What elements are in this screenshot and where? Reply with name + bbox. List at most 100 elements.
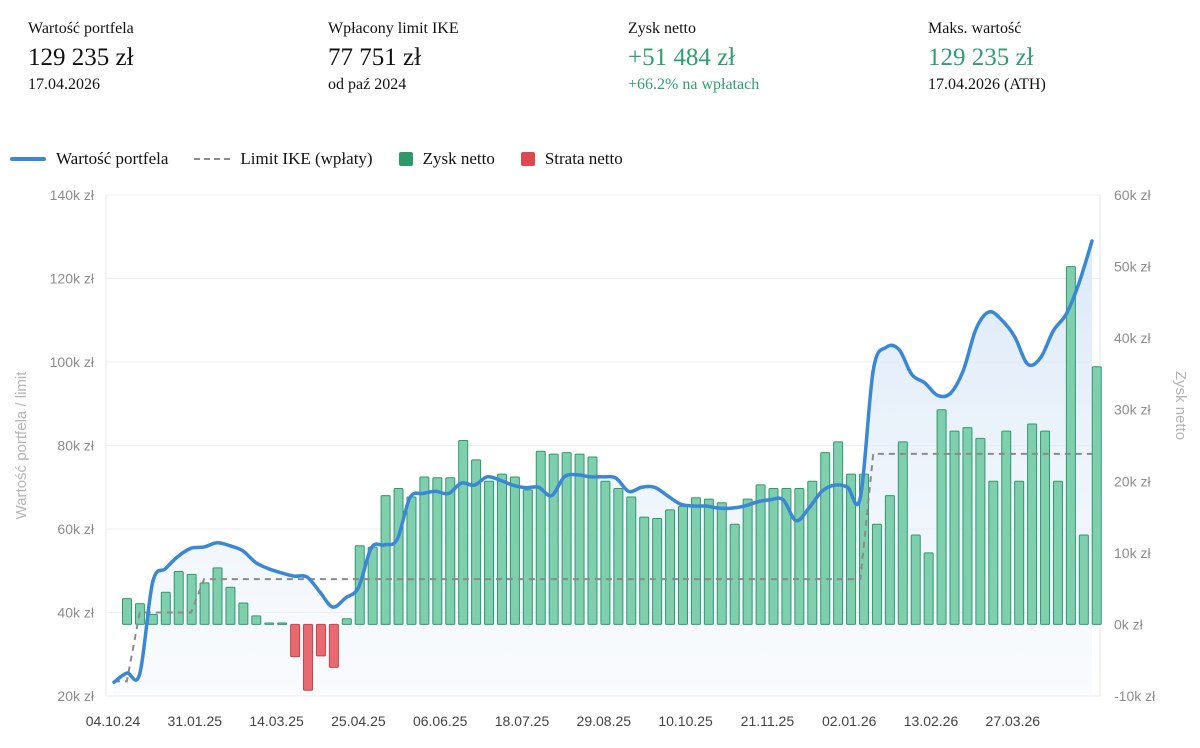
x-tick-label: 31.01.25 (168, 713, 223, 729)
stat-portfolio-value: Wartość portfela 129 235 zł 17.04.2026 (28, 20, 134, 94)
profit-bar (1014, 480, 1025, 625)
profit-bar (690, 497, 701, 625)
dashed-line-swatch-icon (194, 158, 231, 160)
profit-bar (884, 495, 895, 625)
left-tick-label: 80k zł (57, 438, 94, 454)
profit-bar (199, 582, 210, 625)
profit-bar (962, 427, 973, 625)
profit-bar (833, 441, 844, 625)
legend-label: Zysk netto (422, 149, 495, 168)
profit-bar (626, 496, 637, 625)
profit-bar (341, 618, 352, 625)
portfolio-line (112, 239, 1094, 684)
profit-bar (600, 480, 611, 625)
profit-bar (212, 567, 223, 625)
profit-bar (509, 476, 520, 625)
profit-bar (781, 487, 792, 625)
stat-label: Wpłacony limit IKE (328, 20, 459, 37)
profit-bar (277, 622, 288, 625)
profit-bar (897, 441, 908, 625)
stat-sub: +66.2% na wpłatach (628, 76, 760, 93)
x-tick-label: 04.10.24 (86, 713, 141, 729)
profit-bar (988, 480, 999, 625)
right-axis-title: Zysk netto (1172, 371, 1189, 440)
profit-bar (445, 477, 456, 625)
profit-bar (613, 487, 624, 625)
right-tick-label: 20k zł (1114, 473, 1151, 489)
legend-item-profit[interactable]: Zysk netto (398, 149, 495, 169)
x-tick-label: 18.07.25 (495, 713, 550, 729)
profit-bar (677, 505, 688, 625)
right-tick-label: 60k zł (1114, 187, 1151, 203)
profit-bar (716, 502, 727, 625)
legend-item-limit[interactable]: Limit IKE (wpłaty) (194, 149, 373, 169)
profit-bar (147, 613, 158, 625)
profit-bar (264, 622, 275, 625)
stat-label: Wartość portfela (28, 20, 134, 37)
profit-bar (173, 570, 184, 625)
right-tick-label: 0k zł (1114, 616, 1144, 632)
legend-item-portfolio[interactable]: Wartość portfela (10, 149, 168, 169)
profit-bar (1065, 266, 1076, 625)
profit-bar (238, 602, 249, 625)
x-tick-label: 10.10.25 (658, 713, 713, 729)
loss-bar (328, 623, 339, 668)
profit-bar (975, 437, 986, 625)
legend-label: Strata netto (544, 149, 623, 168)
x-tick-label: 13.02.26 (904, 713, 959, 729)
profit-bar (406, 496, 417, 625)
profit-bar (1078, 534, 1089, 625)
profit-bar (561, 452, 572, 625)
profit-bar (419, 476, 430, 625)
stat-sub: 17.04.2026 (ATH) (928, 76, 1046, 93)
stat-value: 129 235 zł (28, 44, 134, 71)
stat-net-profit: Zysk netto +51 484 zł +66.2% na wpłatach (628, 20, 759, 94)
x-tick-label: 27.03.26 (986, 713, 1041, 729)
x-tick-label: 21.11.25 (741, 713, 795, 729)
profit-bar (936, 409, 947, 625)
loss-bar (315, 623, 326, 657)
profit-bar (820, 452, 831, 625)
chart-legend: Wartość portfela Limit IKE (wpłaty) Zysk… (10, 146, 649, 172)
profit-bar (160, 591, 171, 625)
profit-bar (380, 495, 391, 625)
profit-bar (432, 477, 443, 625)
profit-bar (548, 453, 559, 625)
profit-bar (871, 523, 882, 625)
profit-bar (225, 586, 236, 625)
left-tick-label: 140k zł (50, 187, 95, 203)
left-axis-title: Wartość portfela / limit (13, 371, 30, 520)
profit-bar (755, 484, 766, 625)
limit-line (114, 452, 1092, 683)
profit-bar (367, 546, 378, 625)
left-tick-label: 100k zł (50, 354, 95, 370)
profit-bar (587, 456, 598, 625)
left-tick-label: 40k zł (57, 605, 94, 621)
stat-sub: od paź 2024 (328, 76, 407, 93)
legend-item-loss[interactable]: Strata netto (520, 149, 623, 169)
legend-label: Wartość portfela (56, 149, 169, 168)
right-tick-label: 30k zł (1114, 402, 1151, 418)
legend-label: Limit IKE (wpłaty) (240, 149, 373, 168)
x-tick-label: 06.06.25 (413, 713, 468, 729)
profit-bar (807, 480, 818, 625)
stat-sub: 17.04.2026 (28, 76, 100, 93)
profit-bar (1040, 430, 1051, 625)
profit-bar (122, 598, 132, 625)
x-tick-label: 02.01.26 (822, 713, 877, 729)
profit-bar (665, 509, 676, 625)
right-tick-label: 10k zł (1114, 545, 1151, 561)
profit-bar (458, 439, 469, 625)
profit-bar (652, 518, 663, 625)
profit-bar (471, 459, 482, 625)
profit-bar (923, 552, 934, 625)
right-tick-label: -10k zł (1114, 688, 1156, 704)
right-tick-label: 40k zł (1114, 330, 1151, 346)
stat-max-value: Maks. wartość 129 235 zł 17.04.2026 (ATH… (928, 20, 1046, 94)
stat-label: Zysk netto (628, 20, 696, 37)
profit-bar (742, 498, 753, 625)
profit-bar (522, 489, 533, 625)
red-square-icon (520, 152, 535, 166)
profit-bar (794, 487, 805, 625)
